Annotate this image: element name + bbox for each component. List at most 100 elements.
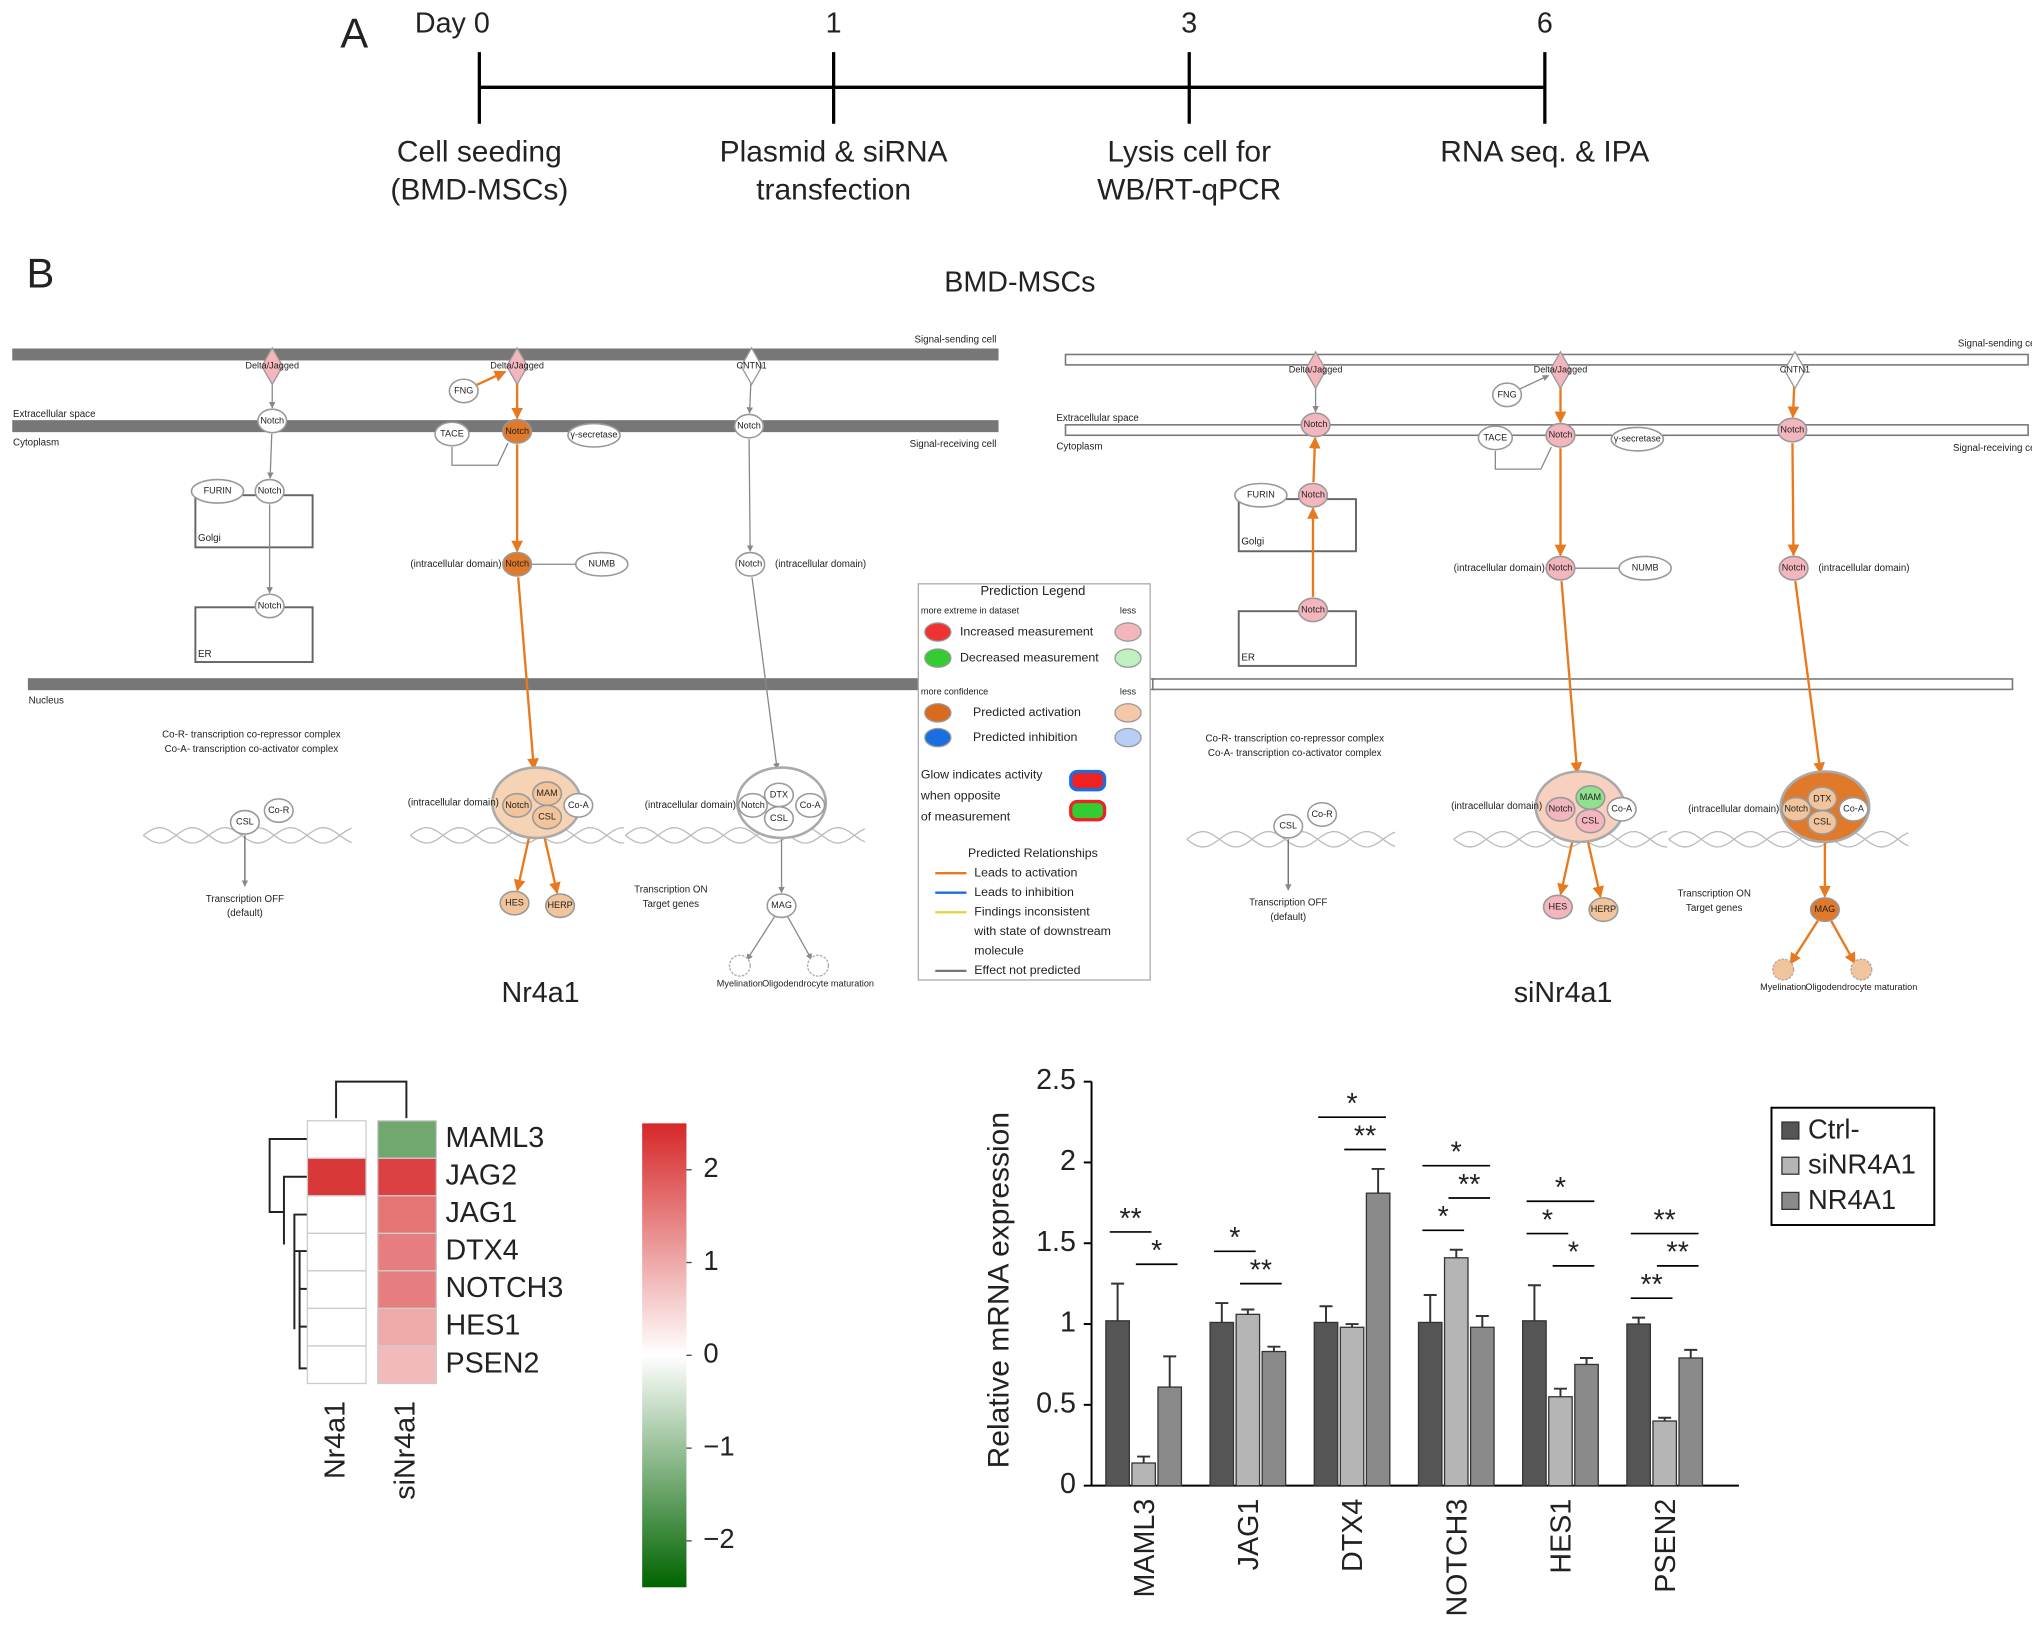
node-label: Oligodendrocyte maturation <box>762 978 874 988</box>
node <box>737 792 768 818</box>
compartment <box>1237 498 1357 553</box>
heatmap-cell <box>377 1232 438 1272</box>
pathway-text: (intracellular domain) <box>1818 563 1909 574</box>
node-label: DTX <box>1813 793 1831 803</box>
node-label: Delta/Jagged <box>490 361 544 371</box>
node-label: TACE <box>1484 432 1508 442</box>
node <box>1781 796 1812 822</box>
node-label: Delta/Jagged <box>245 361 299 371</box>
membrane <box>1151 678 2014 691</box>
pathway-text: Transcription ON <box>634 885 707 896</box>
error-bar <box>1684 1348 1698 1358</box>
pathway-text: Co-R- transcription co-repressor complex <box>1205 733 1384 744</box>
error-bar <box>1527 1284 1541 1321</box>
panel-label: A <box>340 9 368 56</box>
connector <box>451 442 509 466</box>
node <box>1777 417 1808 443</box>
pathway-text: Cytoplasm <box>13 438 59 449</box>
significance-label: * <box>1151 1235 1162 1267</box>
heatmap-cell <box>377 1195 438 1235</box>
node-label: CSL <box>1813 817 1831 827</box>
bar <box>1209 1321 1235 1487</box>
legend-text: molecule <box>974 944 1024 958</box>
diagram-caption: siNr4a1 <box>1514 977 1613 1009</box>
bar <box>1157 1386 1183 1487</box>
node <box>1778 555 1809 581</box>
node <box>502 551 533 577</box>
pathway-text: Extracellular space <box>1056 413 1138 424</box>
error-bar <box>1475 1314 1489 1328</box>
day-label: 3 <box>1181 7 1197 39</box>
node-label: Myelination <box>1760 982 1806 992</box>
node-label: Notch <box>1304 419 1328 429</box>
node-label: γ-secretase <box>570 430 617 440</box>
legend-text: Leads to inhibition <box>974 885 1074 899</box>
membrane <box>12 348 999 361</box>
node-label: Co-A <box>1611 804 1633 814</box>
colorbar-tick-label: 1 <box>703 1245 718 1276</box>
legend-icon <box>924 648 952 668</box>
significance-label: * <box>1555 1172 1566 1204</box>
node-label: Notch <box>258 600 282 610</box>
heatmap-cell <box>306 1120 367 1159</box>
bar <box>1365 1192 1391 1487</box>
colorbar-tick-label: −2 <box>703 1523 734 1554</box>
column-label: Nr4a1 <box>319 1401 351 1479</box>
node <box>261 346 284 386</box>
error-bar <box>1163 1355 1177 1388</box>
x-tick-label: MAML3 <box>1129 1499 1161 1598</box>
node-label: CSL <box>770 813 788 823</box>
pathway-text: Nucleus <box>29 696 64 707</box>
relationship <box>1560 581 1583 775</box>
pathway-text: Extracellular space <box>13 409 95 420</box>
node-label: FURIN <box>1247 490 1275 500</box>
node <box>499 890 530 916</box>
legend-icon <box>1069 799 1107 822</box>
error-bar <box>1137 1455 1151 1464</box>
legend-label: NR4A1 <box>1808 1184 1896 1215</box>
compartment <box>194 606 314 664</box>
bar <box>1626 1323 1651 1487</box>
pathway-text: Signal-receiving cell <box>910 439 997 450</box>
node <box>544 893 576 919</box>
legend-text: Glow indicates activity <box>921 768 1043 782</box>
relationship <box>787 916 813 961</box>
bar <box>1548 1396 1573 1487</box>
compartment <box>194 494 314 549</box>
node <box>1783 350 1807 390</box>
node-label: Co-A <box>1843 804 1865 814</box>
node <box>563 792 594 818</box>
error-bar <box>1553 1387 1567 1397</box>
error-bar <box>1345 1323 1359 1328</box>
node <box>1838 796 1869 822</box>
node-label: CNTN1 <box>736 361 766 371</box>
colorbar <box>642 1123 687 1588</box>
significance-label: * <box>1438 1201 1449 1233</box>
pathway-text: (intracellular domain) <box>408 797 499 808</box>
node-label: Notch <box>1782 563 1806 573</box>
event-label: Lysis cell for <box>1107 136 1271 169</box>
legend-text: Effect not predicted <box>974 963 1080 977</box>
node-label: Co-R <box>268 805 290 815</box>
pathway-text: Signal-receiving cell <box>1953 443 2032 454</box>
pathway-text: ER <box>198 649 212 660</box>
error-bar <box>1371 1167 1385 1194</box>
y-tick-label: 1 <box>1060 1307 1076 1339</box>
bar <box>1313 1321 1339 1487</box>
dna <box>624 826 866 844</box>
node <box>1606 796 1637 822</box>
event-label: Cell seeding <box>397 136 562 169</box>
node-label: γ-secretase <box>1614 434 1661 444</box>
node-label: Myelination <box>717 978 763 988</box>
node-label: FNG <box>1497 389 1516 399</box>
bar <box>1469 1326 1495 1487</box>
legend-text: more confidence <box>921 686 988 696</box>
compartment <box>1237 610 1357 667</box>
day-label: Day 0 <box>415 7 490 39</box>
y-tick-label: 0 <box>1060 1468 1076 1500</box>
legend-icon <box>924 622 952 642</box>
significance-label: * <box>1568 1237 1579 1269</box>
node <box>254 593 285 619</box>
node <box>257 408 288 434</box>
